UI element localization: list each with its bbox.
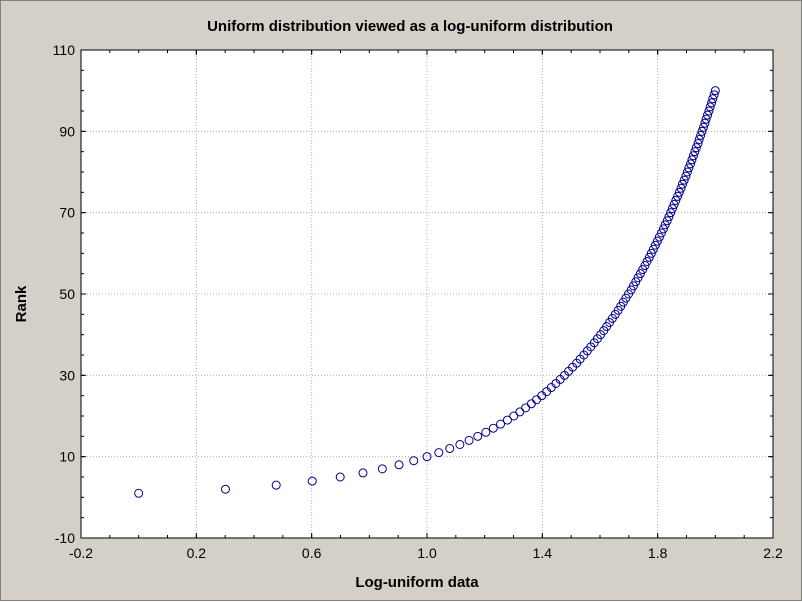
data-point xyxy=(646,248,656,258)
data-point xyxy=(220,484,230,494)
data-point xyxy=(307,476,317,486)
tick-marks xyxy=(80,49,774,539)
data-point xyxy=(473,431,483,441)
data-point xyxy=(686,159,696,169)
y-tick-label: 110 xyxy=(53,42,76,58)
y-tick-labels: -10 10 30 50 70 90 110 xyxy=(53,42,76,546)
data-point xyxy=(640,261,650,271)
data-points xyxy=(134,86,720,498)
data-point xyxy=(648,244,658,254)
data-point xyxy=(703,110,713,120)
data-point xyxy=(134,488,144,498)
data-point xyxy=(445,444,455,454)
data-point xyxy=(688,151,698,161)
data-point xyxy=(704,106,714,116)
data-point xyxy=(696,130,706,140)
data-point xyxy=(709,90,719,100)
data-point xyxy=(660,220,670,230)
data-point xyxy=(684,163,694,173)
data-point xyxy=(671,195,681,205)
data-point xyxy=(669,200,679,210)
data-point xyxy=(697,126,707,136)
data-point xyxy=(693,139,703,149)
data-point xyxy=(691,143,701,153)
x-axis-label: Log-uniform data xyxy=(355,574,479,591)
data-point xyxy=(710,86,720,96)
y-tick-label: 90 xyxy=(59,123,75,139)
data-point xyxy=(409,456,419,466)
data-point xyxy=(699,122,709,132)
data-point xyxy=(358,468,368,478)
data-point xyxy=(455,439,465,449)
data-point xyxy=(422,452,432,462)
data-point xyxy=(664,212,674,222)
data-point xyxy=(654,232,664,242)
data-point xyxy=(271,480,281,490)
data-point xyxy=(656,228,666,238)
data-point xyxy=(687,155,697,165)
data-point xyxy=(502,415,512,425)
data-point xyxy=(667,204,677,214)
data-point xyxy=(674,187,684,197)
data-point xyxy=(677,179,687,189)
data-point xyxy=(377,464,387,474)
y-tick-label: 10 xyxy=(59,449,75,465)
x-tick-label: 1.8 xyxy=(648,545,668,561)
data-point xyxy=(701,114,711,124)
chart-title: Uniform distribution viewed as a log-uni… xyxy=(207,18,613,35)
x-tick-label: 1.0 xyxy=(417,545,437,561)
data-point xyxy=(394,460,404,470)
data-point xyxy=(700,118,710,128)
data-point xyxy=(690,147,700,157)
data-point xyxy=(707,98,717,108)
x-tick-label: 2.2 xyxy=(763,545,783,561)
x-tick-label: -0.2 xyxy=(69,545,93,561)
data-point xyxy=(644,252,654,262)
data-point xyxy=(509,411,519,421)
data-point xyxy=(666,208,676,218)
data-point xyxy=(488,423,498,433)
y-tick-label: 50 xyxy=(59,286,75,302)
data-point xyxy=(650,240,660,250)
y-tick-label: 30 xyxy=(59,367,75,383)
data-point xyxy=(652,236,662,246)
x-tick-label: 0.2 xyxy=(187,545,207,561)
data-point xyxy=(481,427,491,437)
y-axis-label: Rank xyxy=(13,285,30,322)
x-tick-labels: -0.2 0.2 0.6 1.0 1.4 1.8 2.2 xyxy=(69,545,783,561)
data-point xyxy=(464,435,474,445)
data-point xyxy=(496,419,506,429)
data-point xyxy=(676,183,686,193)
data-point xyxy=(662,216,672,226)
y-tick-label: -10 xyxy=(55,530,75,546)
data-point xyxy=(708,94,718,104)
data-point xyxy=(682,167,692,177)
data-point xyxy=(658,224,668,234)
data-point xyxy=(705,102,715,112)
gridlines xyxy=(81,50,773,538)
y-tick-label: 70 xyxy=(59,205,75,221)
data-point xyxy=(694,134,704,144)
x-tick-label: 1.4 xyxy=(533,545,553,561)
data-point xyxy=(434,448,444,458)
data-point xyxy=(673,191,683,201)
data-point xyxy=(679,175,689,185)
data-point xyxy=(681,171,691,181)
x-tick-label: 0.6 xyxy=(302,545,322,561)
data-point xyxy=(335,472,345,482)
